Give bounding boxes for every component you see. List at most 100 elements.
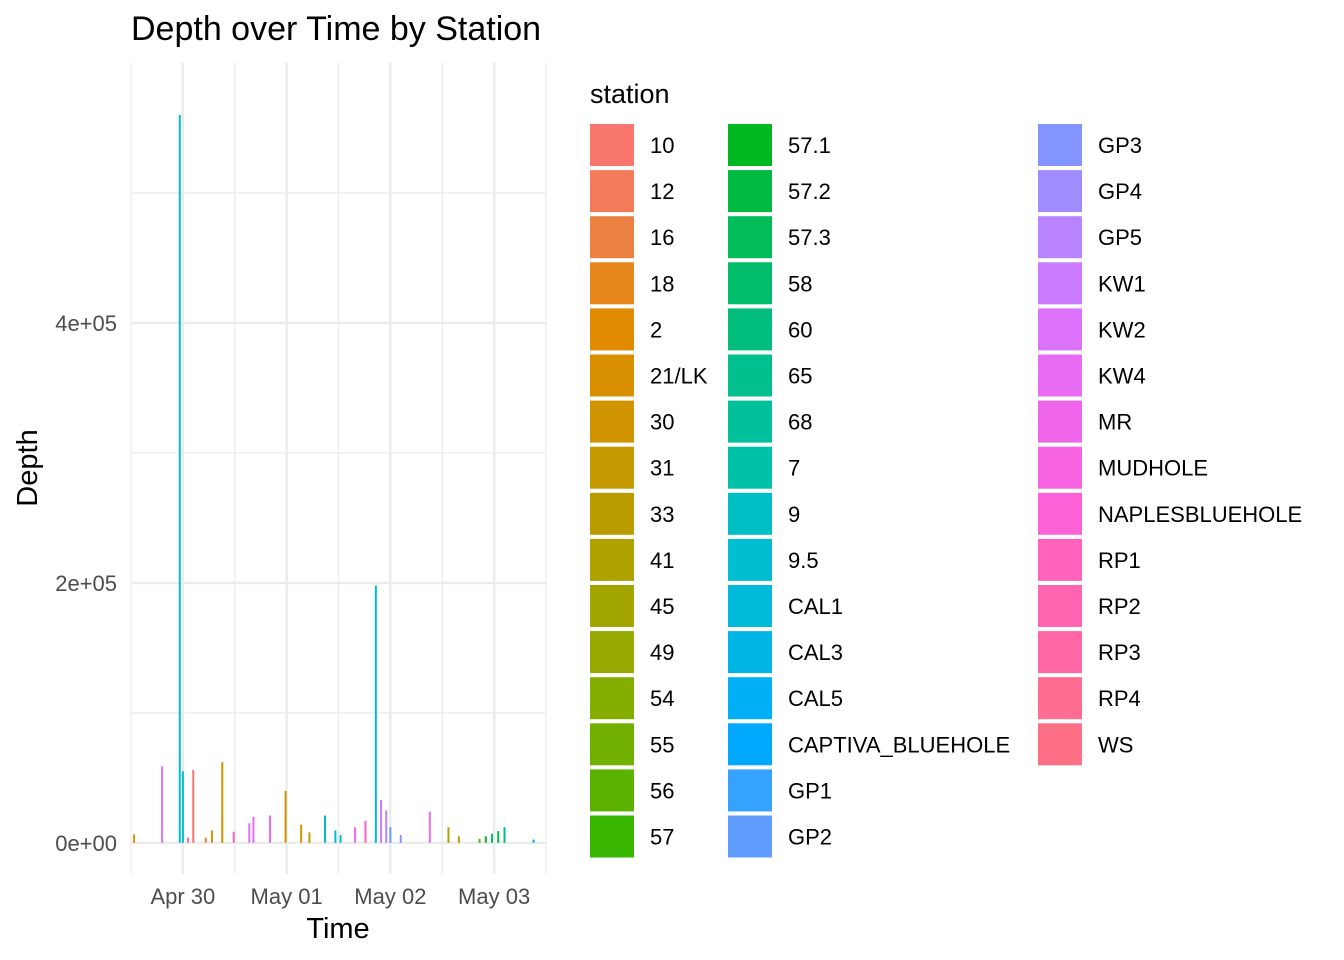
legend-key-57.3 xyxy=(728,216,772,259)
chart-title: Depth over Time by Station xyxy=(131,10,541,48)
bar-56 xyxy=(478,838,481,843)
legend-label: RP1 xyxy=(1098,548,1141,573)
legend-key-41 xyxy=(590,538,634,581)
bar-33 xyxy=(447,827,450,843)
legend-key-KW2 xyxy=(1038,308,1082,351)
legend-label: 16 xyxy=(650,225,674,250)
bar-9 xyxy=(324,815,327,843)
legend-key-MUDHOLE xyxy=(1038,446,1082,489)
legend-key-68 xyxy=(728,400,772,443)
bar-30 xyxy=(300,824,303,843)
bar-10 xyxy=(192,770,195,843)
legend-key-RP4 xyxy=(1038,677,1082,720)
y-axis-title: Depth xyxy=(12,429,44,506)
legend-key-49 xyxy=(590,631,634,674)
legend-key-12 xyxy=(590,170,634,213)
x-tick-label: May 01 xyxy=(251,884,323,909)
bar-GP3 xyxy=(399,835,402,843)
legend: 10 12 16 18 2 21/LK 30 31 33 41 45 49 54 55 56 57 57.1 57… xyxy=(590,124,1302,858)
legend-key-31 xyxy=(590,446,634,489)
x-tick-label: Apr 30 xyxy=(150,884,215,909)
legend-label: 12 xyxy=(650,179,674,204)
legend-key-57 xyxy=(590,815,634,858)
bar-CAL3 xyxy=(374,585,377,843)
legend-label: KW4 xyxy=(1098,364,1146,389)
legend-label: GP5 xyxy=(1098,225,1142,250)
legend-key-18 xyxy=(590,262,634,305)
legend-key-10 xyxy=(590,124,634,166)
legend-key-21/LK xyxy=(590,354,634,397)
legend-key-CAL5 xyxy=(728,677,772,720)
bar-RP1 xyxy=(232,831,235,843)
bar-KW4 xyxy=(269,815,272,843)
y-tick-label: 2e+05 xyxy=(55,571,117,596)
y-tick-label: 4e+05 xyxy=(55,311,117,336)
legend-label: 57.3 xyxy=(788,225,831,250)
legend-label: 9.5 xyxy=(788,548,819,573)
bar-21/LK xyxy=(133,834,136,843)
legend-label: 56 xyxy=(650,778,674,803)
legend-label: RP2 xyxy=(1098,594,1141,619)
bar-30 xyxy=(210,830,213,843)
legend-key-RP3 xyxy=(1038,631,1082,674)
bar-CAL1 xyxy=(334,830,337,843)
x-tick-label: May 02 xyxy=(354,884,426,909)
legend-label: GP3 xyxy=(1098,133,1142,158)
bar-16 xyxy=(204,837,207,843)
legend-key-60 xyxy=(728,308,772,351)
legend-label: 9 xyxy=(788,502,800,527)
bar-57.2 xyxy=(497,831,500,843)
legend-key-GP3 xyxy=(1038,124,1082,166)
legend-key-CAL3 xyxy=(728,631,772,674)
legend-key-NAPLESBLUEHOLE xyxy=(1038,492,1082,535)
legend-key-GP4 xyxy=(1038,170,1082,213)
legend-label: WS xyxy=(1098,732,1133,757)
legend-key-55 xyxy=(590,723,634,766)
legend-key-GP1 xyxy=(728,769,772,812)
bar-RP1 xyxy=(364,820,367,843)
legend-label: 54 xyxy=(650,686,674,711)
legend-key-45 xyxy=(590,585,634,627)
legend-label: CAL5 xyxy=(788,686,843,711)
legend-key-9 xyxy=(728,492,772,535)
bar-9.5 xyxy=(339,835,342,843)
legend-key-RP1 xyxy=(1038,538,1082,581)
legend-label: 2 xyxy=(650,317,662,342)
legend-label: 57.2 xyxy=(788,179,831,204)
legend-label: 45 xyxy=(650,594,674,619)
legend-label: MUDHOLE xyxy=(1098,456,1208,481)
bar-KW2 xyxy=(248,823,251,843)
legend-key-RP2 xyxy=(1038,585,1082,627)
legend-key-KW1 xyxy=(1038,262,1082,305)
legend-title: station xyxy=(590,79,670,109)
legend-key-58 xyxy=(728,262,772,305)
y-axis-ticks: 0e+00 2e+05 4e+05 xyxy=(55,311,117,856)
legend-key-CAL1 xyxy=(728,585,772,627)
bar-30 xyxy=(284,790,287,843)
legend-label: 57 xyxy=(650,825,674,850)
legend-key-GP2 xyxy=(728,815,772,858)
y-tick-label: 0e+00 xyxy=(55,831,117,856)
legend-label: NAPLESBLUEHOLE xyxy=(1098,502,1302,527)
bar-KW4 xyxy=(354,827,357,843)
bar-KW2 xyxy=(161,766,164,843)
bar-41 xyxy=(457,836,460,843)
bar-9.5 xyxy=(181,771,184,843)
legend-label: 7 xyxy=(788,456,800,481)
bar-RP3 xyxy=(187,837,190,843)
legend-key-7 xyxy=(728,446,772,489)
legend-key-30 xyxy=(590,400,634,443)
legend-label: 30 xyxy=(650,410,674,435)
grid-lines xyxy=(130,63,547,874)
legend-label: GP1 xyxy=(788,778,832,803)
legend-label: 57.1 xyxy=(788,133,831,158)
legend-label: 58 xyxy=(788,271,812,296)
bar-CAL5 xyxy=(532,839,535,843)
bar-57.1 xyxy=(484,836,487,843)
legend-key-9.5 xyxy=(728,538,772,581)
x-tick-label: May 03 xyxy=(458,884,530,909)
legend-key-GP5 xyxy=(1038,216,1082,259)
legend-key-33 xyxy=(590,492,634,535)
legend-label: 18 xyxy=(650,271,674,296)
legend-label: MR xyxy=(1098,410,1132,435)
